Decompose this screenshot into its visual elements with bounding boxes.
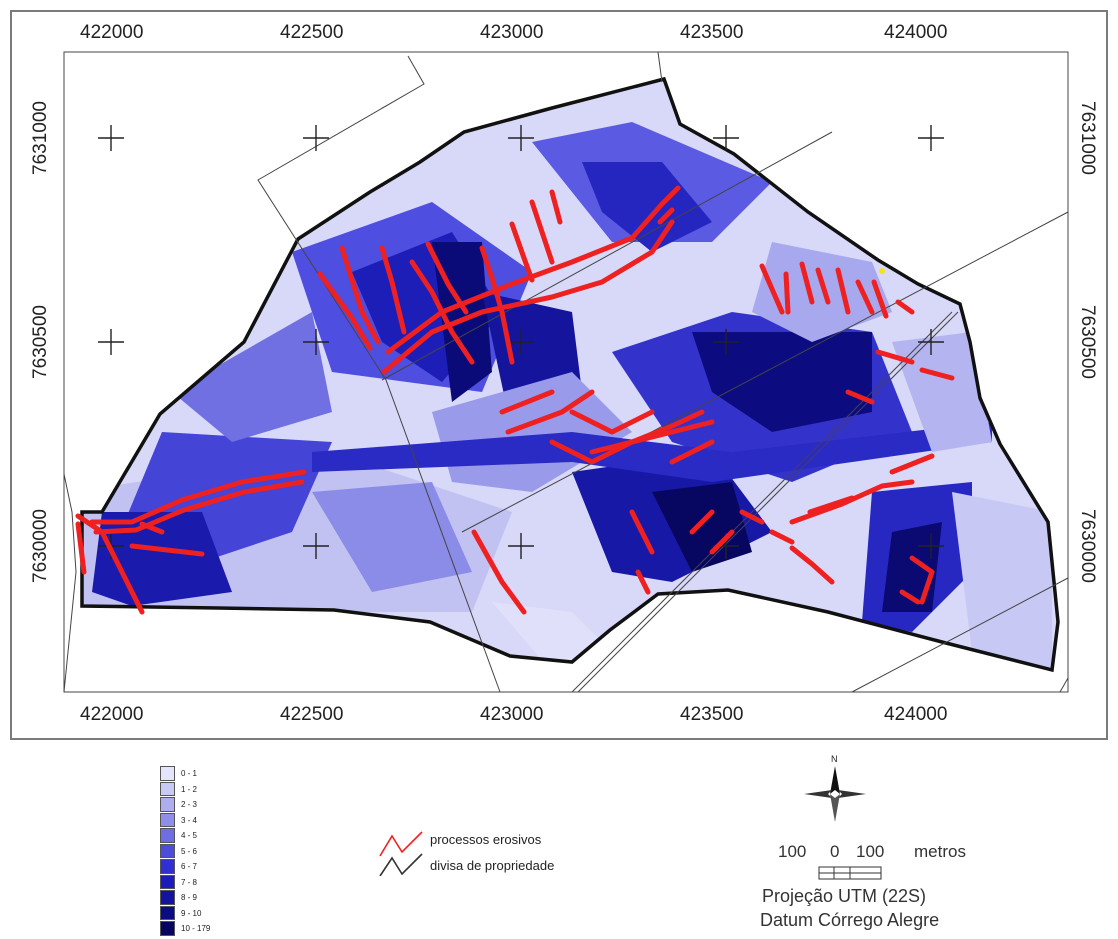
legend-swatch <box>160 859 175 874</box>
legend-class-item: 4 - 5 <box>160 828 270 844</box>
legend-class-item: 1 - 2 <box>160 781 270 798</box>
legend-class-item: 3 - 4 <box>160 812 270 829</box>
x-tick-top-2: 423000 <box>480 22 543 43</box>
legend-class-item: 7 - 8 <box>160 874 270 891</box>
legend-class-label: 7 - 8 <box>181 877 198 887</box>
north-arrow-icon: N <box>804 754 866 822</box>
x-tick-top-0: 422000 <box>80 22 143 43</box>
x-tick-bottom-0: 422000 <box>80 704 143 725</box>
x-tick-top-3: 423500 <box>680 22 743 43</box>
legend-swatch <box>160 766 175 781</box>
legend-class-item: 10 - 179 <box>160 921 270 937</box>
y-tick-right-0: 7631000 <box>1077 101 1098 175</box>
legend-swatch <box>160 905 175 920</box>
property-key-label: divisa de propriedade <box>430 858 555 873</box>
x-tick-top-1: 422500 <box>280 22 343 43</box>
legend-class-item: 8 - 9 <box>160 890 270 906</box>
scale-block: 100 0 100 metros Projeção UTM (22S) Datu… <box>760 838 1000 938</box>
legend-class-item: 2 - 3 <box>160 797 270 813</box>
legend-swatch <box>160 921 175 936</box>
legend-swatch <box>160 781 175 796</box>
y-tick-right-2: 7630000 <box>1077 509 1098 583</box>
property-boundaries <box>63 51 1069 693</box>
legend-swatch <box>160 890 175 905</box>
datum-label: Datum Córrego Alegre <box>760 910 940 930</box>
legend-class-label: 2 - 3 <box>181 800 198 809</box>
erosion-processes <box>75 185 955 615</box>
legend-swatch <box>160 797 175 812</box>
legend-class-item: 6 - 7 <box>160 859 270 875</box>
yellow-marker <box>879 268 885 274</box>
y-tick-left-0: 7631000 <box>30 101 51 175</box>
x-tick-bottom-1: 422500 <box>280 704 343 725</box>
x-tick-bottom-4: 424000 <box>884 704 947 725</box>
map-canvas: 422000 422500 423000 423500 424000 42200… <box>30 22 1098 725</box>
legend-swatch <box>160 843 175 858</box>
scale-left: 100 <box>778 842 807 861</box>
x-tick-bottom-3: 423500 <box>680 704 743 725</box>
scale-unit: metros <box>914 842 966 861</box>
legend-class-label: 9 - 10 <box>181 908 202 918</box>
legend-class-label: 3 - 4 <box>181 815 198 825</box>
y-tick-left-2: 7630000 <box>30 509 51 583</box>
scale-right: 100 <box>856 842 885 861</box>
x-tick-bottom-2: 423000 <box>480 704 543 725</box>
x-tick-top-4: 424000 <box>884 22 947 43</box>
north-label: N <box>831 754 838 764</box>
legend-class-label: 5 - 6 <box>181 846 198 856</box>
legend-class-label: 10 - 179 <box>181 924 211 933</box>
erosion-line-symbol <box>379 831 423 857</box>
erosion-key-label: processos erosivos <box>430 832 542 847</box>
legend-class-item: 9 - 10 <box>160 905 270 922</box>
legend-class-label: 4 - 5 <box>181 831 198 840</box>
legend-class-label: 6 - 7 <box>181 862 198 871</box>
legend-class-label: 0 - 1 <box>181 769 198 778</box>
legend-swatch <box>160 812 175 827</box>
scale-zero: 0 <box>830 842 840 861</box>
density-legend: 0 - 1 1 - 2 2 - 3 3 - 4 4 - 5 5 - 6 6 - 7 7 - 8… <box>160 766 270 938</box>
grid-crosses <box>98 125 944 559</box>
property-line-symbol <box>379 853 423 876</box>
coordinate-ticks: 422000 422500 423000 423500 424000 42200… <box>30 22 1098 725</box>
legend-class-label: 8 - 9 <box>181 893 198 902</box>
y-tick-left-1: 7630500 <box>30 305 51 379</box>
legend-class-item: 0 - 1 <box>160 766 270 782</box>
scale-bar <box>818 866 882 880</box>
line-key: processos erosivos divisa de propriedade <box>378 826 638 876</box>
catchment-boundary <box>80 76 1060 673</box>
legend-swatch <box>160 828 175 843</box>
legend-class-label: 1 - 2 <box>181 784 198 794</box>
y-tick-right-1: 7630500 <box>1077 305 1098 379</box>
projection-label: Projeção UTM (22S) <box>762 886 927 906</box>
legend-swatch <box>160 874 175 889</box>
map-frame: 422000 422500 423000 423500 424000 42200… <box>10 10 1108 740</box>
legend-class-item: 5 - 6 <box>160 843 270 860</box>
